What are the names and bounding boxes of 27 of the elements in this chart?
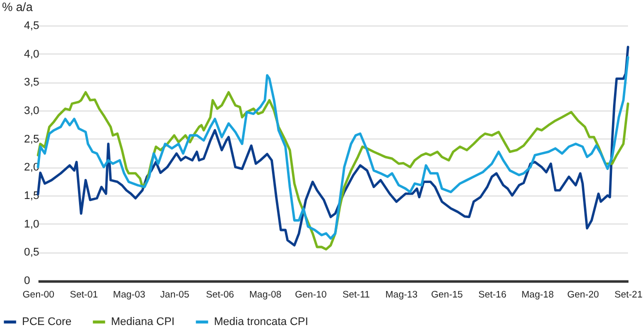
x-tick-label: Set-01 bbox=[70, 290, 98, 300]
x-tick-label: Gen-10 bbox=[294, 290, 327, 300]
legend-label: Mediana CPI bbox=[111, 316, 175, 328]
x-tick-label: Jan-05 bbox=[160, 290, 190, 300]
legend-label: Media troncata CPI bbox=[214, 316, 308, 328]
x-tick-label: Gen-00 bbox=[22, 290, 54, 300]
y-tick-label: 4,5 bbox=[24, 20, 40, 32]
x-tick-label: Set-21 bbox=[614, 290, 642, 300]
y-tick-label: 3,0 bbox=[24, 105, 40, 117]
x-tick-label: Set-06 bbox=[206, 290, 234, 300]
y-tick-label: 4,0 bbox=[24, 48, 40, 60]
y-tick-label: 1,5 bbox=[24, 190, 40, 202]
x-tick-label: Gen-20 bbox=[567, 290, 599, 300]
y-tick-label: 1,0 bbox=[24, 218, 40, 230]
x-tick-label: Set-16 bbox=[478, 290, 506, 300]
legend-label: PCE Core bbox=[22, 316, 72, 328]
x-tick-label: Mag-03 bbox=[113, 290, 146, 300]
x-tick-label: Set-11 bbox=[342, 290, 370, 300]
y-tick-label: 0 bbox=[24, 275, 30, 287]
y-tick-label: 2,5 bbox=[24, 133, 40, 146]
y-axis-title: % a/a bbox=[2, 0, 34, 14]
x-tick-label: Mag-18 bbox=[522, 290, 554, 300]
y-tick-label: 3,5 bbox=[24, 76, 40, 89]
y-tick-label: 0,5 bbox=[24, 246, 40, 259]
x-tick-label: Mag-13 bbox=[385, 290, 418, 300]
x-tick-label: Gen-15 bbox=[431, 290, 463, 300]
x-tick-label: Mag-08 bbox=[249, 290, 282, 300]
